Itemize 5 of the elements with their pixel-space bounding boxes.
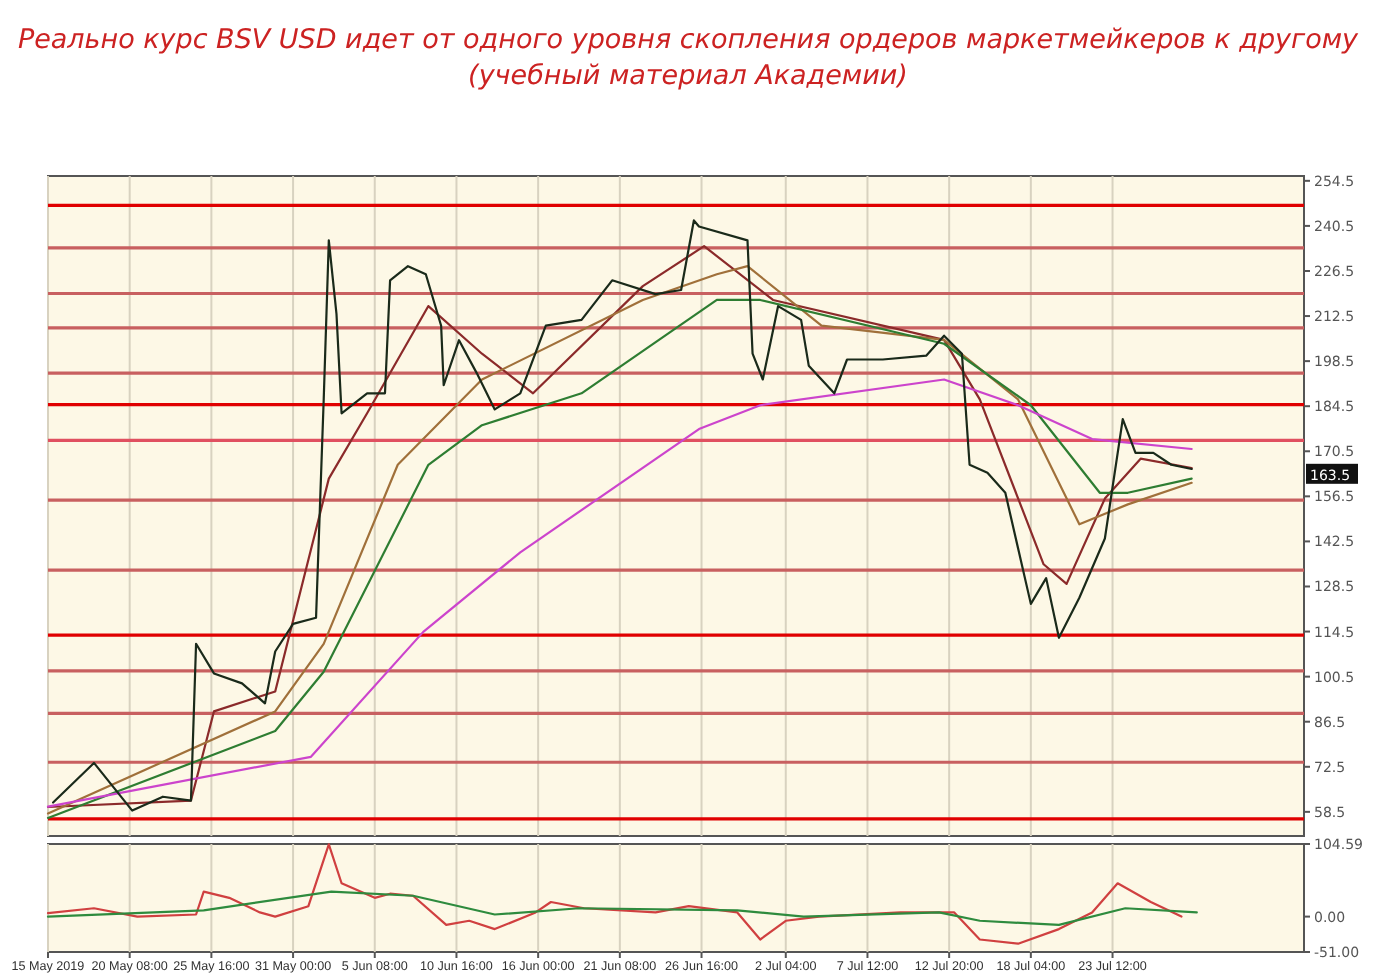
chart-subtitle: (учебный материал Академии) [468, 60, 908, 92]
line-series [46, 843, 1183, 945]
chart-title: Реально курс BSV USD идет от одного уровня скопления ордеров маркетмейкеров к другому [17, 24, 1361, 56]
line-series [46, 378, 1193, 808]
line-series [46, 890, 1198, 927]
